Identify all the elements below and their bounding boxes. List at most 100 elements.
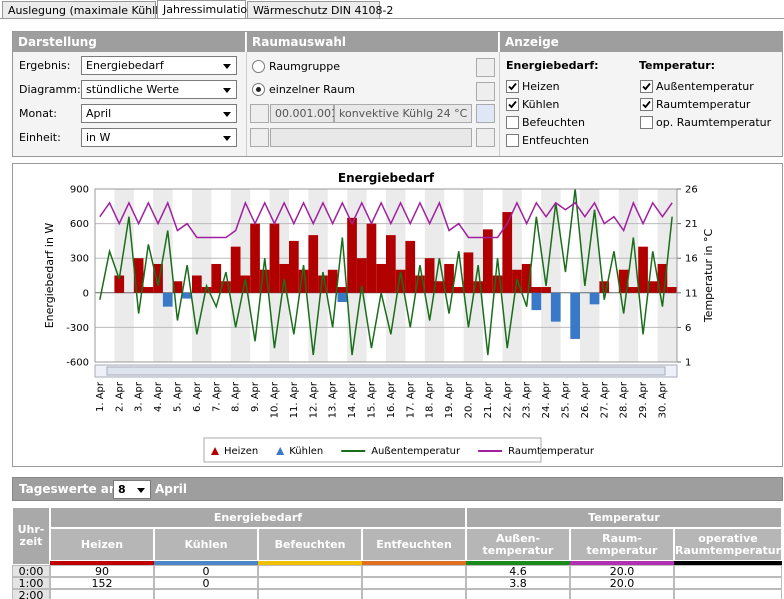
bar [463,252,474,293]
select[interactable]: April [81,104,237,123]
x-tick-label: 6. Apr [192,381,203,412]
header-text: temperatur [482,543,554,557]
cell [674,589,782,599]
radio[interactable] [252,83,265,96]
bar [192,275,202,293]
field-label: Diagramm: [19,83,81,96]
header-cell: operative Raumtemperatur [674,528,782,561]
checkbox-label: Kühlen [522,98,560,111]
bar [434,281,445,293]
button[interactable] [250,104,269,123]
bar [230,246,241,293]
bar [473,281,483,293]
header-text: temperatur [586,543,658,557]
cell [674,577,782,589]
y-tick-label: 0 [83,288,89,299]
color-strip [466,561,570,565]
checkbox[interactable] [506,80,519,93]
button[interactable] [250,128,269,147]
x-tick-label: 20. Apr [463,381,474,418]
day-label: Tageswerte am [19,482,122,496]
checkbox[interactable] [506,98,519,111]
field-label: Einheit: [19,131,61,144]
x-tick-label: 29. Apr [638,381,649,418]
checkbox[interactable] [640,116,653,129]
bar [492,275,503,293]
header-text: Uhr- [17,523,45,536]
tab[interactable]: Jahressimulation [157,0,254,19]
radio[interactable] [252,60,265,73]
legend-label: Außentemperatur [371,446,461,457]
month-label: April [155,482,188,496]
select[interactable]: stündliche Werte [81,80,237,99]
cell: 20.0 [570,577,674,589]
color-strip [362,561,466,565]
checkbox[interactable] [640,98,653,111]
header-text: Entfeuchten [376,537,452,551]
x-tick-label: 18. Apr [425,381,436,418]
y2-axis-label: Temperatur in °C [702,229,715,324]
y2-tick-label: 11 [685,288,698,299]
bar [444,263,454,293]
bar [298,269,309,293]
cell: 0 [154,577,258,589]
bar [541,287,551,293]
cell [50,589,154,599]
cell [674,565,782,577]
cell: 3.8 [466,577,570,589]
settings-panel: Darstellung Raumauswahl Anzeige Ergebnis: En… [12,31,784,157]
bar [133,258,144,293]
cell: 152 [50,577,154,589]
bar [366,223,377,293]
x-tick-label: 26. Apr [580,381,591,418]
legend-marker [211,447,219,455]
day-select[interactable]: 8 [113,480,151,499]
checkbox[interactable] [506,116,519,129]
chart-title: Energiebedarf [338,171,435,185]
x-tick-label: 24. Apr [541,381,552,418]
tab[interactable]: Auslegung (maximale Kühllast) [2,1,179,19]
bar [114,275,125,293]
button[interactable] [476,58,495,77]
checkbox[interactable] [506,134,519,147]
cell [362,577,466,589]
select[interactable]: in W [81,128,237,147]
x-tick-label: 22. Apr [502,381,513,418]
tab[interactable]: Wärmeschutz DIN 4108-2 [247,1,393,19]
button[interactable] [476,82,495,101]
checkbox-label: Heizen [522,80,560,93]
legend-label: Heizen [224,446,258,457]
x-tick-label: 4. Apr [153,381,164,412]
header-cell: Uhr-zeit [12,507,50,565]
y-tick-label: 300 [70,254,89,265]
button[interactable] [476,128,495,147]
x-tick-label: 10. Apr [269,381,280,418]
chart-panel: Energiebedarf Energiebedarf in W Temperatu… [12,163,783,467]
button[interactable] [476,104,495,123]
bar [667,287,677,293]
header-text: zeit [19,535,43,548]
cell: 4.6 [466,565,570,577]
day-band [580,189,600,362]
plot-frame [94,188,678,363]
bar [415,275,425,293]
divider [246,52,247,156]
y2-tick-label: 26 [685,185,698,196]
radio-label: einzelner Raum [269,83,355,96]
header-text: operative [698,531,758,545]
bar [589,292,600,305]
header-cell: Entfeuchten [362,528,466,561]
bar [201,287,212,293]
room-id: 00.001.001 [270,104,338,123]
cell [258,589,362,599]
bar [337,292,348,303]
x-tick-label: 14. Apr [347,381,358,418]
checkbox[interactable] [640,80,653,93]
radio-dot [256,87,261,92]
header-text: Raumtemperatur [674,543,782,557]
select[interactable]: Energiebedarf [81,56,237,75]
color-strip [570,561,674,565]
bar [279,263,289,293]
x-tick-label: 15. Apr [366,381,377,418]
